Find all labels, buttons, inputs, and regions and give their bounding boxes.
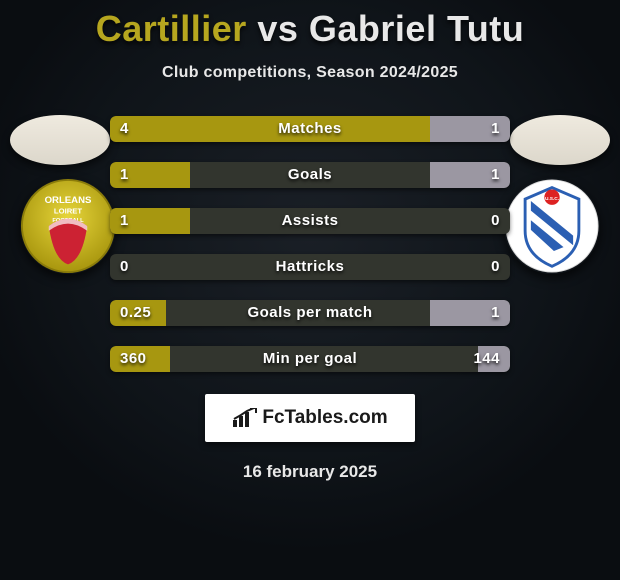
stat-bar-goals_per_match: 0.251Goals per match	[110, 300, 510, 326]
metric-label: Hattricks	[110, 254, 510, 280]
player1-crest: ORLEANS LOIRET FOOTBALL	[20, 178, 116, 274]
player1-name: Cartillier	[96, 8, 247, 49]
stat-bars: 41Matches 11Goals 10Assists 00Hattricks 0.25…	[110, 116, 510, 372]
metric-label: Assists	[110, 208, 510, 234]
watermark-text: FcTables.com	[262, 407, 387, 429]
date: 16 february 2025	[0, 462, 620, 482]
svg-text:ORLEANS: ORLEANS	[45, 195, 92, 206]
player2-name: Gabriel Tutu	[309, 8, 524, 49]
svg-text:U.S.C.: U.S.C.	[545, 196, 559, 202]
stat-bar-matches: 41Matches	[110, 116, 510, 142]
stat-bar-hattricks: 00Hattricks	[110, 254, 510, 280]
vs-text: vs	[257, 8, 298, 49]
stat-bar-assists: 10Assists	[110, 208, 510, 234]
subtitle: Club competitions, Season 2024/2025	[0, 64, 620, 82]
metric-label: Matches	[110, 116, 510, 142]
stat-bar-min_per_goal: 360144Min per goal	[110, 346, 510, 372]
player2-crest: U.S.C.	[504, 178, 600, 274]
player1-avatar	[10, 115, 110, 165]
fctables-icon	[232, 408, 258, 428]
stat-bar-goals: 11Goals	[110, 162, 510, 188]
metric-label: Goals per match	[110, 300, 510, 326]
player2-avatar	[510, 115, 610, 165]
metric-label: Min per goal	[110, 346, 510, 372]
metric-label: Goals	[110, 162, 510, 188]
svg-text:LOIRET: LOIRET	[54, 207, 82, 216]
watermark: FcTables.com	[205, 394, 415, 442]
comparison-card: Cartillier vs Gabriel Tutu Club competit…	[0, 0, 620, 580]
page-title: Cartillier vs Gabriel Tutu	[0, 0, 620, 50]
